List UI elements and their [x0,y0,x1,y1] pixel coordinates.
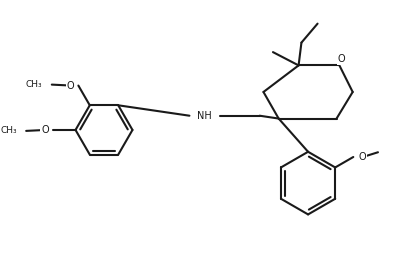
Text: O: O [338,54,345,64]
Text: CH₃: CH₃ [0,126,17,135]
Text: CH₃: CH₃ [26,80,42,89]
Text: O: O [41,125,49,135]
Text: O: O [358,152,365,162]
Text: NH: NH [197,111,212,121]
Text: O: O [67,80,75,91]
